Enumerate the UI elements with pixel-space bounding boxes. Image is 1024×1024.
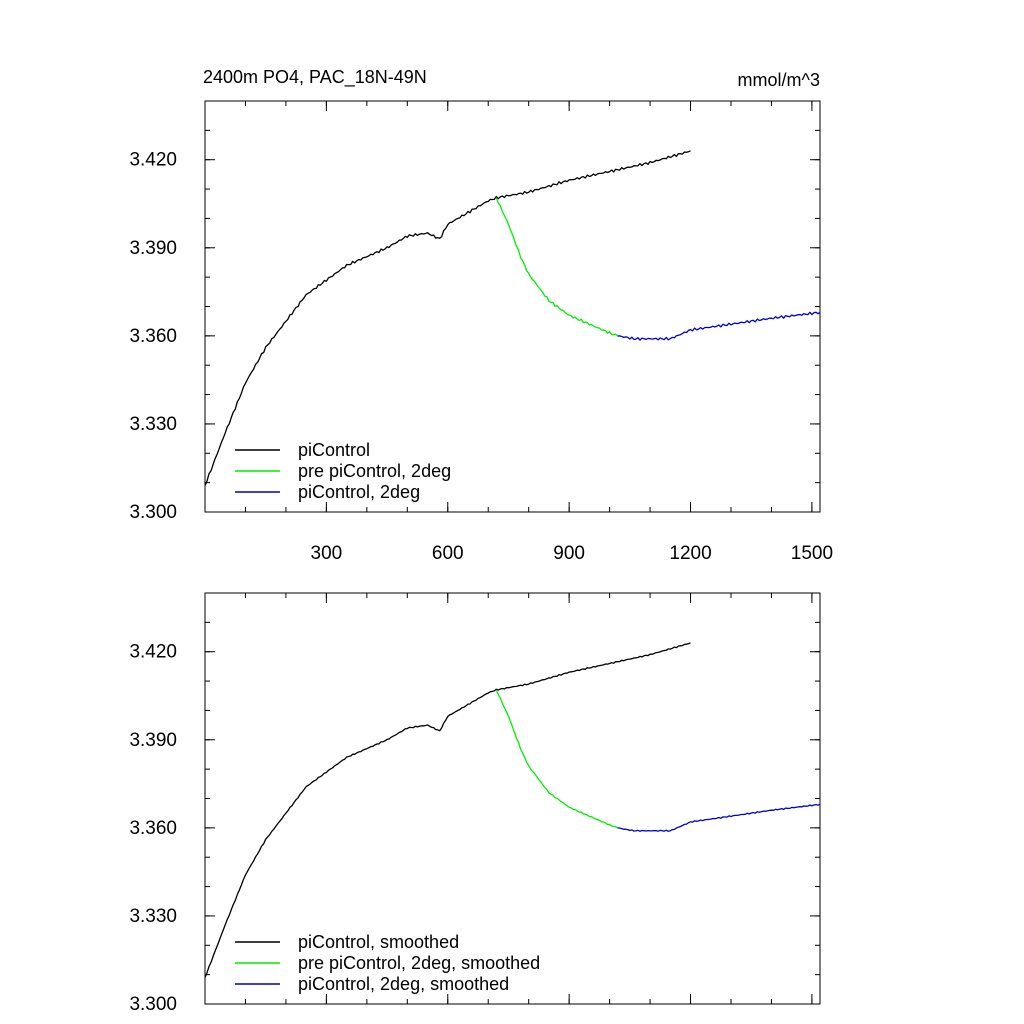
top-panel: 3.300 3.330 3.360 3.390 3.420 300 600 900 1200 15…: [129, 100, 833, 564]
x-tick-label: 1500: [791, 543, 833, 564]
figure-units: mmol/m^3: [738, 70, 820, 90]
y-tick-label: 3.330: [129, 906, 177, 927]
series-line-3: [617, 311, 821, 341]
legend-label: pre piControl, 2deg: [298, 461, 451, 481]
bottom-panel: 3.300 3.330 3.360 3.390 3.420 piControl, smoo…: [129, 592, 821, 1015]
legend-label: piControl, smoothed: [298, 932, 459, 952]
x-tick-label: 1200: [669, 543, 711, 564]
y-tick-label: 3.390: [129, 238, 177, 259]
series-line-2: [495, 689, 619, 829]
y-tick-label: 3.360: [129, 818, 177, 839]
y-tick-label: 3.420: [129, 150, 177, 171]
series-line-1: [204, 150, 691, 486]
legend-label: pre piControl, 2deg, smoothed: [298, 953, 540, 973]
y-tick-label: 3.390: [129, 730, 177, 751]
series-line-3: [617, 803, 821, 832]
y-tick-label: 3.330: [129, 414, 177, 435]
figure-title: 2400m PO4, PAC_18N-49N: [203, 67, 427, 88]
legend-label: piControl, 2deg, smoothed: [298, 974, 509, 994]
y-tick-label: 3.300: [129, 994, 177, 1015]
series-line-1: [204, 642, 691, 978]
x-tick-label: 900: [553, 543, 585, 564]
legend-label: piControl, 2deg: [298, 482, 420, 502]
y-tick-label: 3.360: [129, 326, 177, 347]
x-tick-label: 300: [311, 543, 343, 564]
legend-label: piControl: [298, 440, 370, 460]
y-tick-label: 3.420: [129, 642, 177, 663]
y-tick-label: 3.300: [129, 502, 177, 523]
series-line-2: [495, 197, 619, 337]
x-tick-label: 600: [432, 543, 464, 564]
